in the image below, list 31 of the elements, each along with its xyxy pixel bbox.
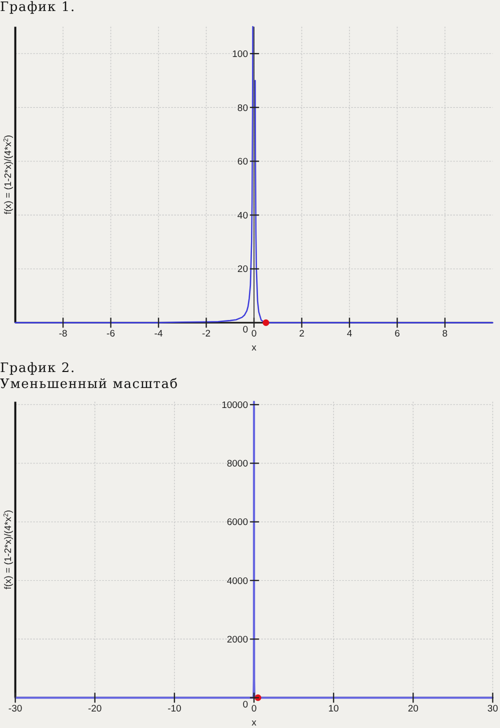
x-tick-label: 10	[328, 704, 339, 715]
x-tick-label: -30	[8, 704, 22, 715]
y-tick-label: 80	[237, 102, 248, 114]
y-tick-label: 4000	[226, 576, 248, 587]
x-axis-title: x	[252, 718, 257, 728]
y-tick-label: 40	[237, 210, 248, 222]
x-tick-label: 0	[251, 328, 257, 340]
chart-subtitle: Уменьшенный масштаб	[0, 377, 178, 392]
y-tick-label: 2000	[226, 634, 248, 646]
y-tick-label: 20	[237, 264, 248, 276]
x-tick-label: 8	[442, 328, 448, 340]
x-tick-label: 6	[394, 328, 400, 340]
chart-title: График 1.	[0, 0, 76, 15]
x-tick-label: -20	[88, 704, 102, 715]
x-tick-label: 2	[299, 328, 304, 340]
y-tick-label: 60	[237, 156, 248, 168]
x-tick-label: 0	[251, 704, 257, 715]
x-tick-label: -2	[202, 328, 210, 340]
x-tick-label: 30	[487, 704, 498, 715]
y-tick-label: 100	[232, 48, 248, 60]
y-tick-label: 6000	[226, 517, 248, 528]
x-tick-label: 4	[346, 328, 352, 340]
x-tick-label: -8	[58, 328, 68, 340]
x-tick-label: 20	[408, 704, 418, 715]
y-tick-label: 10000	[222, 400, 248, 411]
chart-title: График 2.	[0, 361, 76, 376]
x-tick-label: -10	[168, 704, 182, 715]
x-axis-title: x	[252, 342, 257, 354]
x-tick-label: -6	[106, 328, 116, 340]
x-tick-label: -4	[154, 328, 163, 340]
y-tick-label: 8000	[226, 458, 248, 470]
